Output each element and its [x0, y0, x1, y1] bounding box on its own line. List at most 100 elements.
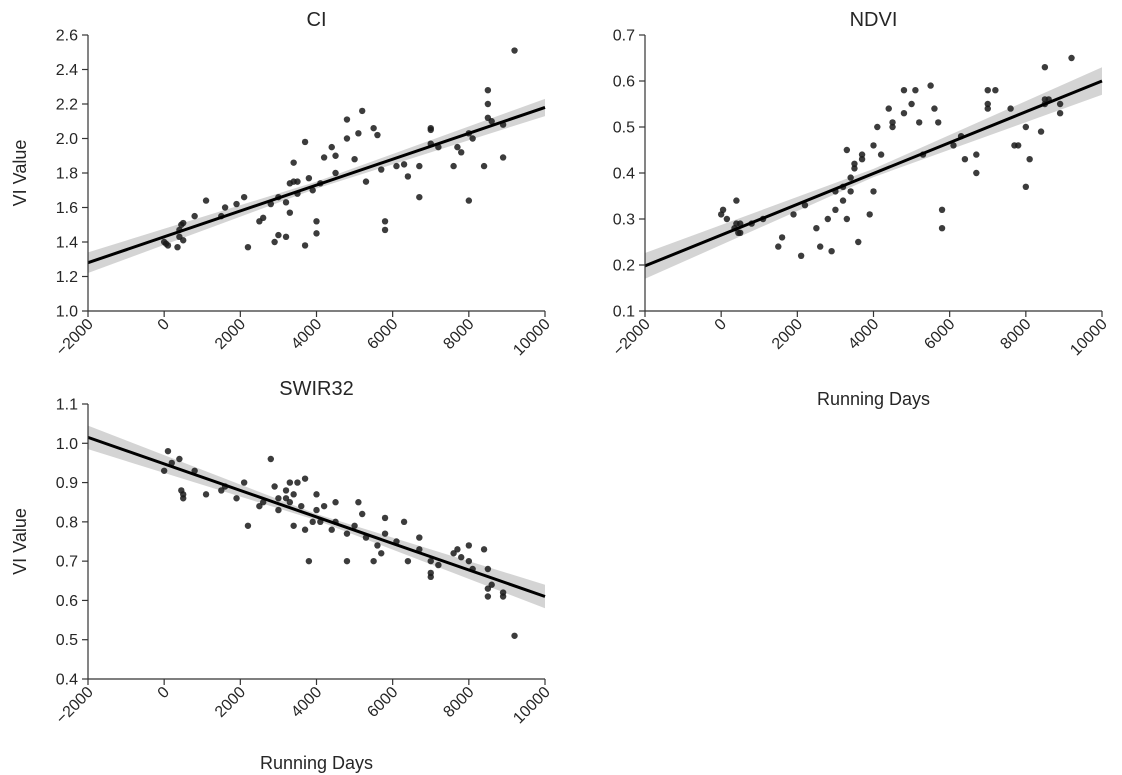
data-point: [202, 197, 210, 204]
y-axis-label: VI Value: [10, 508, 30, 575]
data-point: [416, 534, 423, 541]
data-point: [851, 160, 858, 167]
data-point: [427, 557, 434, 565]
data-point: [733, 197, 740, 204]
data-point: [374, 131, 381, 139]
y-tick-label: 2.4: [56, 62, 78, 79]
y-tick-label: 0.5: [56, 632, 78, 649]
data-point: [370, 557, 377, 565]
x-tick-label: −2000: [610, 316, 654, 360]
data-point: [855, 238, 862, 246]
data-point: [847, 188, 854, 195]
data-point: [839, 197, 847, 204]
data-point: [378, 166, 385, 173]
data-point: [458, 554, 465, 561]
y-tick-label: 0.6: [613, 74, 635, 91]
y-tick-label: 1.2: [56, 269, 78, 286]
y-tick-label: 1.1: [56, 397, 78, 414]
chart-panel-ci: 1.0 1.2 1.4 1.6 1.8 2.0 2.2 2.4 2.6 −2000 0 2000 400…: [10, 9, 554, 360]
data-point: [332, 499, 339, 506]
data-point: [180, 219, 187, 227]
x-tick-label: 0: [155, 684, 173, 702]
data-point: [309, 187, 316, 194]
data-point: [499, 154, 507, 161]
data-point: [454, 546, 461, 553]
data-point: [737, 229, 744, 236]
data-point: [240, 479, 248, 486]
data-point: [847, 174, 854, 181]
data-point: [381, 530, 389, 537]
data-point: [286, 209, 294, 216]
data-point: [935, 119, 942, 126]
data-point: [271, 483, 278, 490]
data-point: [275, 231, 282, 239]
data-point: [282, 495, 290, 502]
data-point: [450, 550, 457, 557]
y-tick-label: 0.2: [613, 258, 635, 275]
x-tick-label: 10000: [510, 684, 554, 728]
data-point: [351, 156, 358, 163]
data-point: [465, 542, 473, 549]
data-point: [1056, 110, 1064, 117]
data-point: [244, 522, 252, 529]
data-point: [931, 105, 938, 112]
data-point: [511, 632, 518, 639]
data-point: [484, 100, 492, 108]
data-point: [427, 126, 434, 134]
data-point: [381, 226, 389, 234]
data-point: [938, 225, 946, 232]
data-point: [404, 557, 412, 565]
data-point: [233, 495, 240, 502]
data-point: [866, 211, 873, 218]
chart-title: SWIR32: [279, 378, 353, 400]
y-tick-label: 1.8: [56, 166, 78, 183]
y-tick-label: 2.6: [56, 28, 78, 45]
y-tick-label: 0.4: [613, 166, 635, 183]
data-point: [992, 87, 999, 94]
data-point: [900, 87, 908, 94]
data-point: [180, 237, 187, 244]
y-axis-label: VI Value: [10, 140, 30, 207]
x-tick-label: −2000: [53, 316, 97, 360]
x-tick-label: 6000: [364, 684, 401, 721]
data-point: [301, 526, 309, 533]
data-point: [381, 514, 389, 522]
data-point: [290, 522, 297, 529]
data-point: [450, 162, 457, 170]
x-tick-label: 10000: [1067, 316, 1111, 360]
data-point: [160, 467, 168, 474]
chart-title: CI: [307, 9, 327, 31]
data-point: [858, 156, 866, 163]
data-point: [938, 206, 946, 213]
data-point: [984, 87, 991, 94]
data-point: [984, 100, 991, 108]
data-point: [851, 165, 858, 172]
data-point: [723, 215, 731, 223]
data-point: [221, 204, 229, 211]
data-point: [351, 522, 358, 529]
data-point: [832, 206, 839, 213]
data-point: [370, 124, 377, 132]
data-point: [790, 211, 797, 218]
data-point: [343, 530, 351, 537]
data-point: [301, 475, 309, 482]
data-point: [950, 142, 957, 149]
data-point: [973, 169, 980, 177]
data-point: [1056, 100, 1064, 108]
data-point: [313, 506, 320, 514]
data-point: [275, 495, 282, 502]
y-tick-label: 0.8: [56, 514, 78, 531]
data-point: [719, 206, 727, 213]
data-point: [286, 479, 294, 486]
data-point: [816, 243, 824, 250]
data-point: [256, 502, 263, 510]
data-point: [176, 455, 183, 463]
data-point: [889, 123, 896, 131]
data-point: [499, 593, 507, 600]
data-point: [343, 116, 351, 123]
regression-line: [87, 435, 546, 598]
data-point: [313, 491, 320, 498]
data-point: [877, 151, 885, 158]
data-point: [1022, 123, 1030, 131]
x-tick-label: 6000: [364, 316, 401, 353]
